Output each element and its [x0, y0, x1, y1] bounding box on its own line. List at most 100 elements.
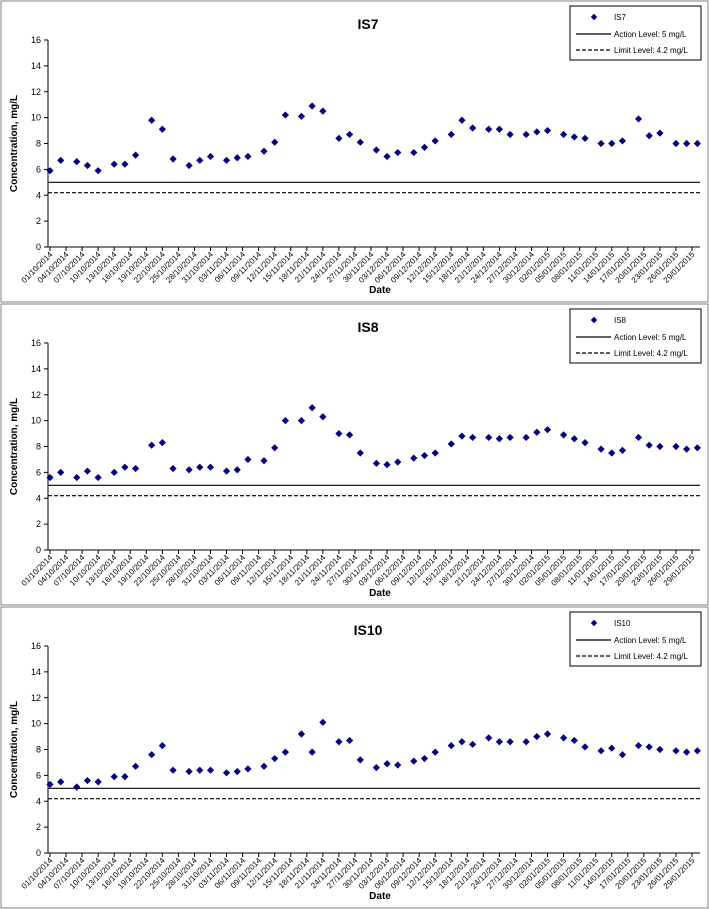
data-point — [372, 146, 380, 154]
data-point — [244, 455, 252, 464]
legend-marker — [590, 619, 598, 627]
data-point — [485, 125, 493, 133]
legend-box — [569, 5, 702, 61]
legend-box — [569, 308, 702, 364]
data-point — [560, 130, 568, 139]
y-axis-label: Concentration, mg/L — [9, 95, 20, 192]
data-point — [169, 766, 177, 774]
data-point — [297, 112, 306, 120]
data-point — [581, 134, 589, 142]
data-point — [346, 130, 354, 139]
legend-label: Limit Level: 4.2 mg/L — [614, 349, 688, 358]
data-point — [158, 125, 166, 133]
data-point — [570, 133, 578, 141]
data-point — [645, 441, 653, 449]
data-point — [206, 463, 215, 471]
y-tick-label: 12 — [31, 87, 41, 97]
data-point — [469, 433, 477, 442]
data-point — [506, 130, 514, 139]
data-point — [394, 148, 402, 157]
data-point — [458, 116, 466, 124]
data-point — [608, 744, 616, 752]
data-point — [495, 125, 503, 133]
data-point — [533, 732, 541, 741]
data-point — [222, 467, 231, 475]
data-point — [618, 751, 627, 759]
data-point — [148, 751, 156, 759]
data-point — [495, 435, 503, 443]
data-point — [132, 151, 140, 159]
data-point — [271, 138, 279, 146]
data-point — [244, 152, 252, 161]
data-point — [672, 139, 680, 148]
y-tick-label: 14 — [31, 61, 41, 71]
data-point — [522, 130, 530, 139]
legend-label: IS8 — [614, 316, 627, 325]
data-point — [110, 468, 118, 476]
data-point — [83, 467, 92, 475]
data-point — [608, 139, 616, 148]
data-point — [73, 158, 81, 166]
data-point — [83, 776, 92, 785]
data-point — [319, 413, 327, 421]
y-tick-label: 6 — [36, 164, 41, 174]
data-point — [196, 463, 204, 471]
y-tick-label: 4 — [36, 190, 41, 200]
data-point — [271, 444, 279, 452]
data-point — [543, 126, 552, 135]
data-point — [693, 747, 701, 755]
data-point — [618, 137, 627, 145]
data-point — [110, 160, 118, 168]
y-tick-label: 10 — [31, 113, 41, 123]
y-tick-label: 16 — [31, 641, 41, 651]
data-point — [281, 417, 289, 425]
legend-label: Action Level: 5 mg/L — [614, 636, 687, 645]
data-point — [469, 124, 477, 132]
data-point — [383, 461, 391, 469]
y-axis-label: Concentration, mg/L — [9, 701, 20, 798]
y-tick-label: 6 — [36, 467, 41, 477]
data-point — [319, 107, 327, 115]
legend-box — [569, 611, 702, 667]
data-point — [148, 441, 156, 449]
y-tick-label: 6 — [36, 770, 41, 780]
data-point — [46, 473, 54, 482]
chart-title: IS7 — [357, 16, 378, 32]
x-axis-label: Date — [369, 891, 391, 902]
y-tick-label: 10 — [31, 719, 41, 729]
data-point — [83, 161, 92, 170]
data-point — [206, 766, 215, 774]
y-tick-label: 0 — [36, 545, 41, 555]
data-point — [94, 167, 102, 175]
data-point — [645, 132, 653, 140]
data-point — [110, 773, 118, 781]
data-point — [260, 457, 268, 465]
data-point — [281, 748, 289, 756]
data-point — [656, 129, 664, 137]
data-point — [308, 748, 316, 756]
data-point — [372, 459, 380, 467]
data-point — [297, 417, 306, 425]
data-point — [244, 765, 252, 773]
data-point — [560, 734, 568, 742]
data-point — [335, 134, 343, 142]
data-point — [57, 778, 65, 786]
y-tick-label: 4 — [36, 796, 41, 806]
data-point — [169, 155, 177, 163]
data-point — [46, 167, 54, 175]
x-axis-label: Date — [369, 588, 391, 599]
data-point — [506, 433, 514, 442]
data-point — [94, 778, 102, 786]
data-point — [522, 738, 530, 746]
y-tick-label: 8 — [36, 745, 41, 755]
data-point — [672, 747, 680, 755]
data-point — [608, 449, 616, 457]
data-point — [683, 139, 691, 148]
data-point — [447, 130, 455, 139]
y-tick-label: 16 — [31, 338, 41, 348]
data-point — [260, 147, 268, 155]
data-point — [410, 454, 418, 462]
data-point — [410, 148, 418, 157]
legend-label: IS7 — [614, 13, 627, 22]
